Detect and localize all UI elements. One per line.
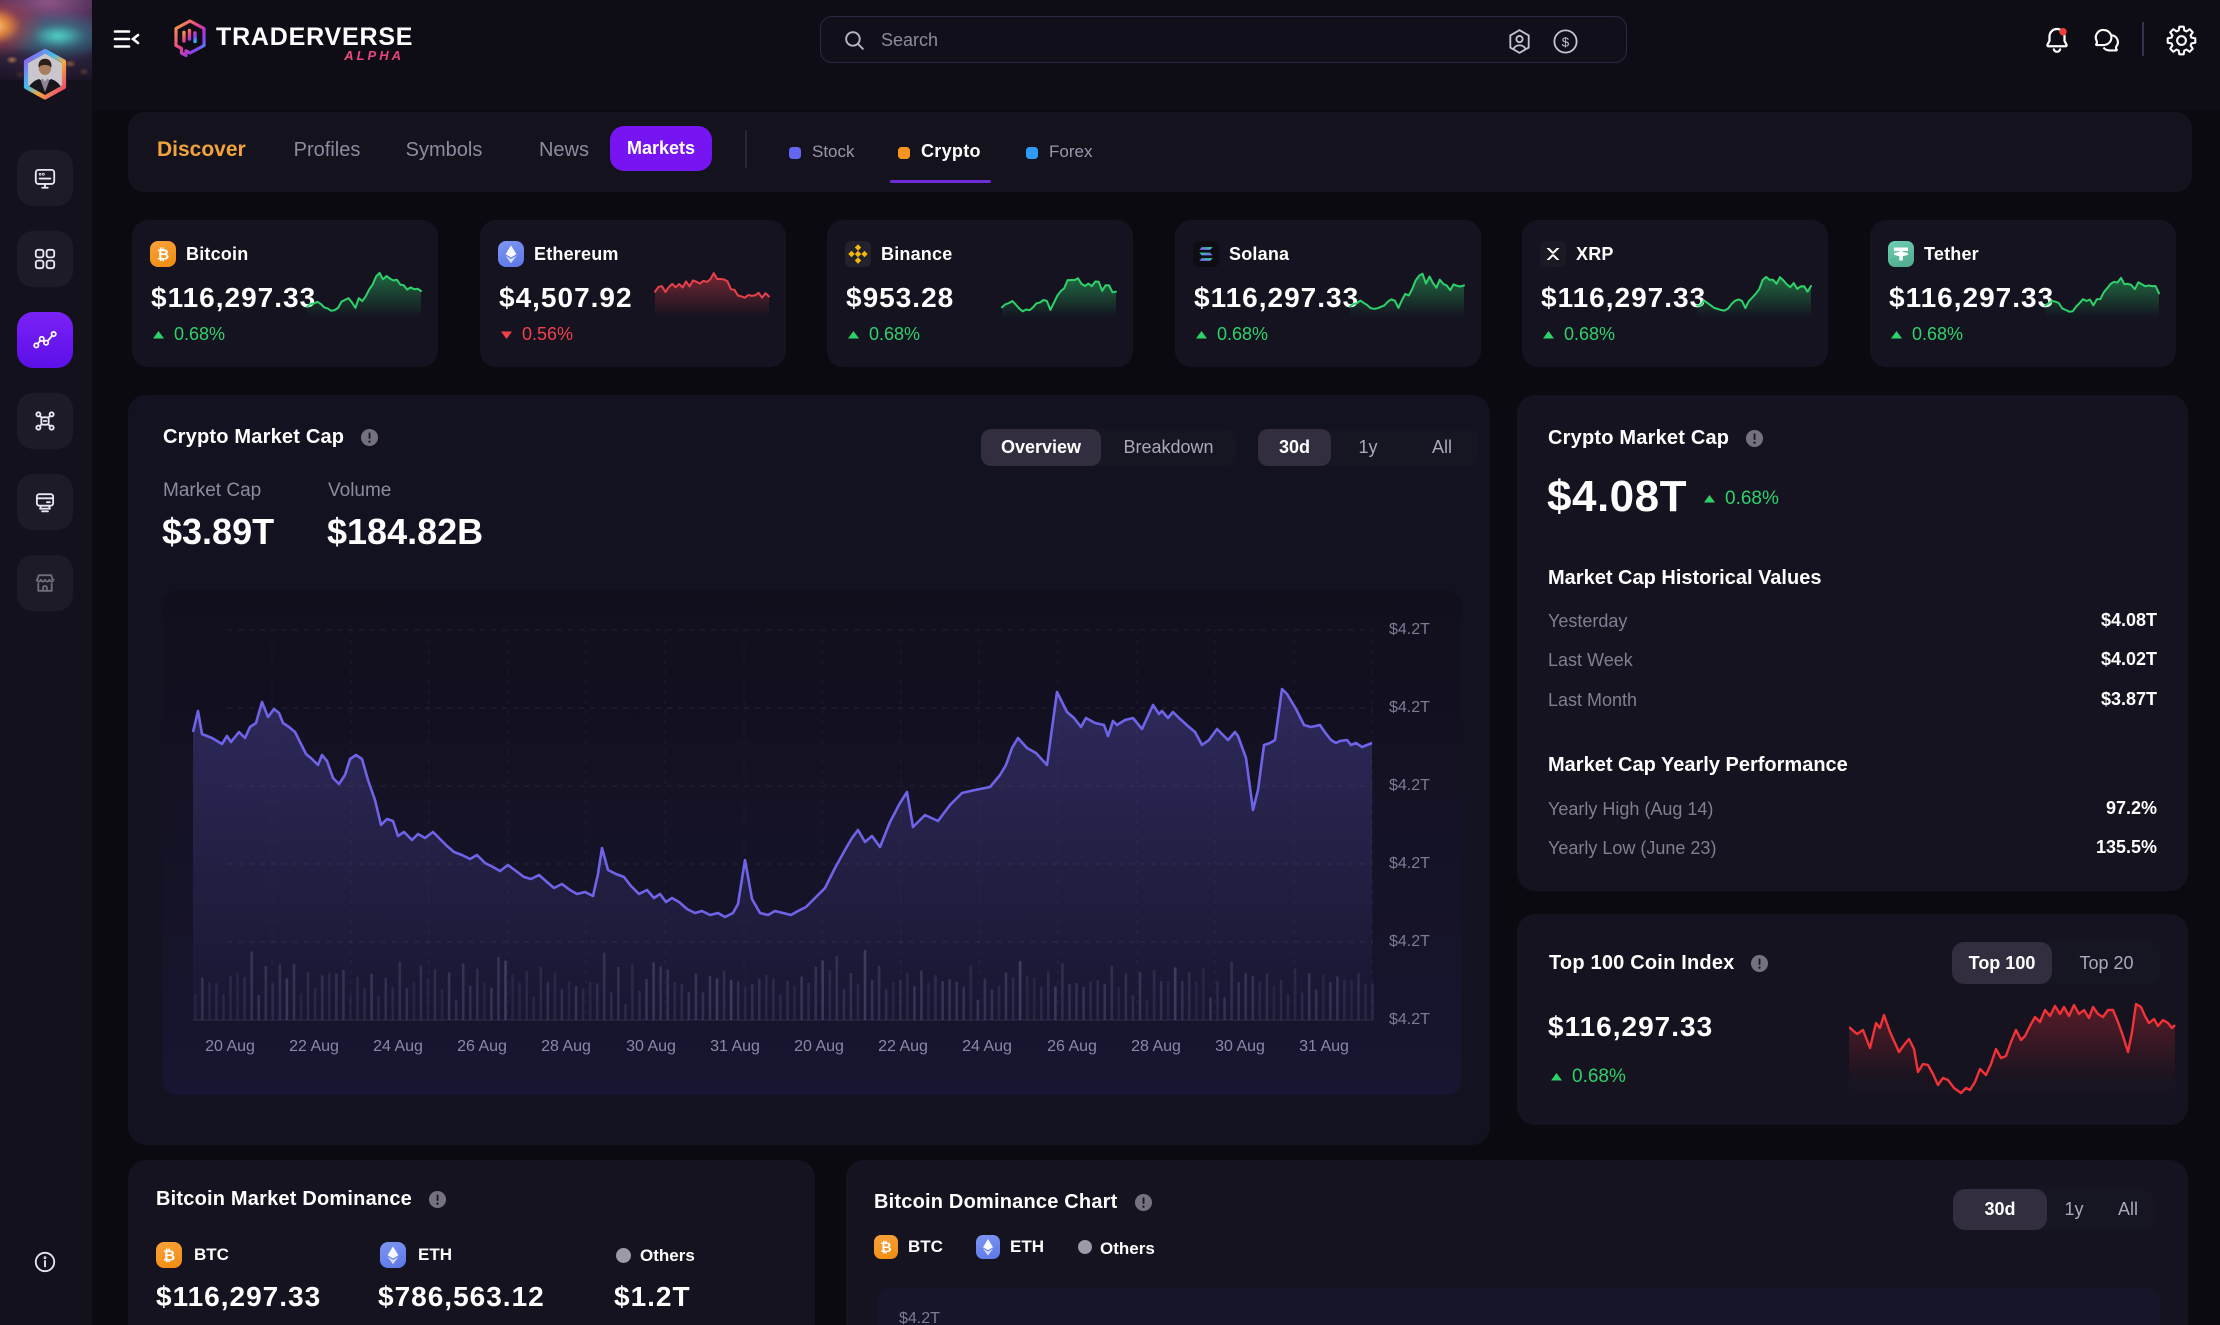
svg-text:₿: ₿	[163, 1247, 175, 1264]
svg-text:₿: ₿	[880, 1239, 891, 1255]
svg-text:$: $	[1562, 34, 1570, 49]
svg-text:₿: ₿	[157, 246, 169, 263]
